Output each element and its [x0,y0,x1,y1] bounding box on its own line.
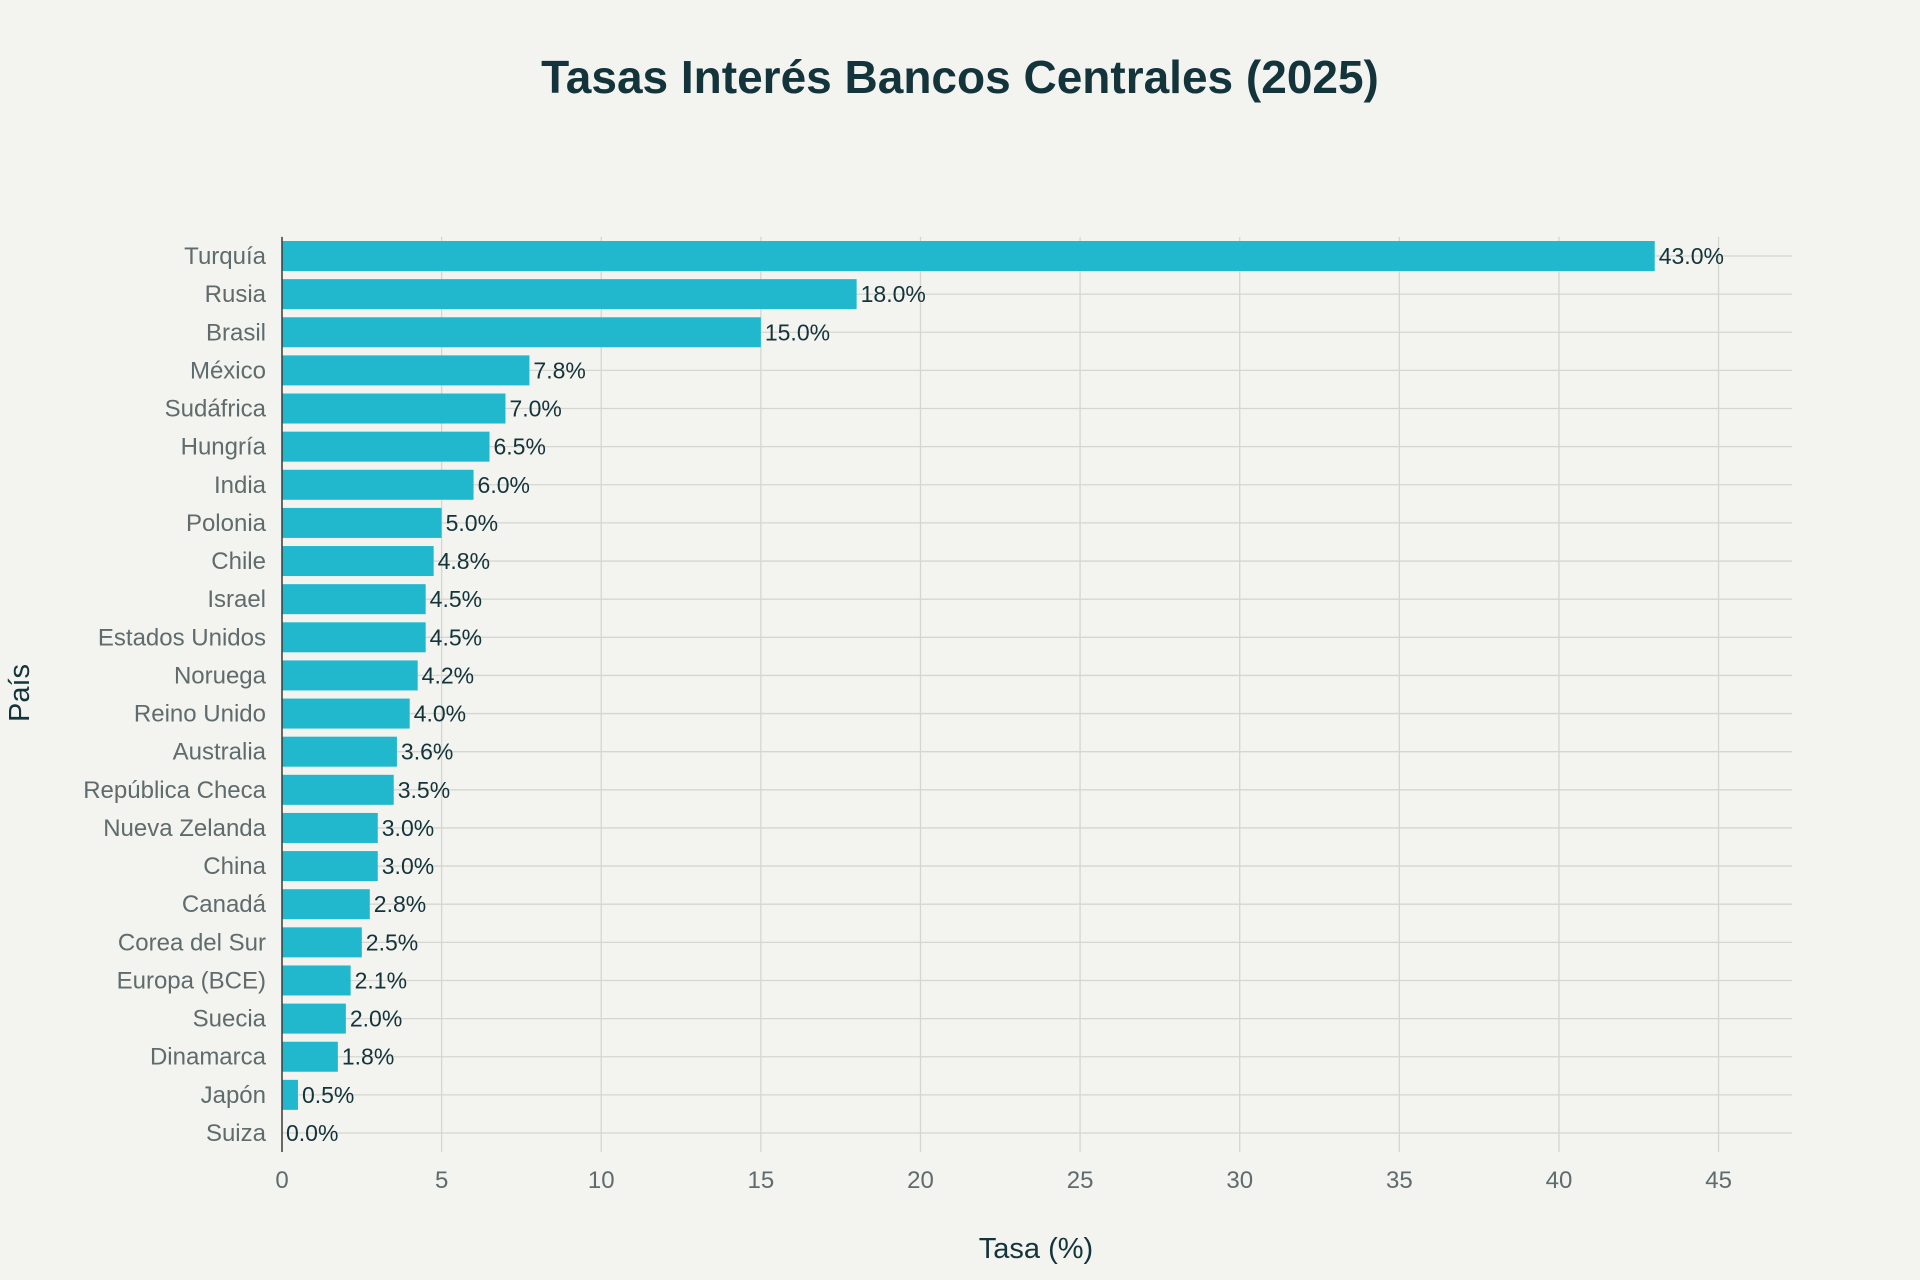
data-label: 2.5% [366,929,418,955]
bar [282,1003,346,1034]
bar [282,736,397,767]
x-tick-label: 30 [1226,1167,1253,1194]
y-tick-label: Corea del Sur [118,929,266,956]
y-tick-label: Sudáfrica [165,396,267,423]
data-label: 4.0% [414,701,466,727]
bar [282,927,362,958]
bar [282,698,410,729]
bar [282,622,426,653]
y-tick-label: Europa (BCE) [117,967,266,994]
bar [282,889,370,920]
y-tick-label: Dinamarca [150,1044,267,1071]
data-label: 3.6% [401,739,453,765]
bar [282,241,1655,271]
data-label: 6.0% [478,472,530,498]
y-axis-tick-labels: Turquía Rusia Brasil México Sudáfrica Hungría… [83,243,266,1147]
x-tick-label: 20 [907,1167,934,1194]
data-label: 7.0% [509,396,561,422]
bar [282,965,351,996]
data-label: 2.8% [374,891,426,917]
bar [282,355,530,386]
data-label: 1.8% [342,1044,394,1070]
bar [282,851,378,882]
x-axis-title: Tasa (%) [979,1233,1093,1265]
y-tick-label: Australia [173,739,267,766]
x-tick-label: 15 [748,1167,775,1194]
data-label: 4.5% [430,624,482,650]
data-labels: 43.0% 18.0% 15.0% 7.8% 7.0% 6.5% 6.0% 5.0% 4.8% 4… [286,243,1724,1146]
data-label: 0.5% [302,1082,354,1108]
y-tick-label: Chile [211,548,266,575]
bar [282,1079,298,1110]
data-label: 7.8% [533,357,585,383]
bar [282,584,426,615]
y-tick-label: Canadá [182,891,267,918]
y-tick-label: India [214,472,267,499]
data-label: 2.0% [350,1006,402,1032]
y-tick-label: Polonia [186,510,267,537]
y-tick-label: Suecia [193,1006,267,1033]
x-tick-label: 0 [275,1167,288,1194]
y-tick-label: Nueva Zelanda [103,815,266,842]
data-label: 43.0% [1659,243,1724,269]
y-tick-label: Brasil [206,319,266,346]
data-label: 4.5% [430,586,482,612]
data-label: 3.0% [382,853,434,879]
bar [282,507,442,538]
y-tick-label: Estados Unidos [98,624,266,651]
bar [282,774,394,805]
data-label: 18.0% [861,281,926,307]
data-label: 4.2% [422,662,474,688]
bar [282,469,474,500]
x-tick-label: 35 [1386,1167,1413,1194]
y-tick-label: China [203,853,266,880]
data-label: 3.5% [398,777,450,803]
data-label: 4.8% [438,548,490,574]
x-tick-label: 25 [1067,1167,1094,1194]
y-tick-label: Suiza [206,1120,267,1147]
chart-title: Tasas Interés Bancos Centrales (2025) [541,51,1379,103]
y-tick-label: República Checa [83,777,266,804]
bars [282,241,1655,1110]
bar [282,279,857,310]
y-tick-label: Hungría [181,434,267,461]
data-label: 3.0% [382,815,434,841]
y-tick-label: Turquía [184,243,266,270]
y-tick-label: Reino Unido [134,701,266,728]
x-tick-label: 5 [435,1167,448,1194]
data-label: 6.5% [494,434,546,460]
bar [282,431,490,462]
bar [282,317,761,348]
x-tick-label: 45 [1705,1167,1732,1194]
y-tick-label: Noruega [174,662,267,689]
x-tick-label: 10 [588,1167,615,1194]
x-axis-tick-labels: 0 5 10 15 20 25 30 35 40 45 [275,1167,1732,1194]
y-tick-label: Rusia [205,281,267,308]
bar [282,393,506,424]
y-tick-label: México [190,357,266,384]
y-tick-label: Japón [201,1082,266,1109]
bar [282,660,418,691]
bar [282,546,434,577]
y-tick-label: Israel [207,586,266,613]
bar [282,812,378,843]
data-label: 15.0% [765,319,830,345]
x-tick-label: 40 [1546,1167,1573,1194]
data-label: 0.0% [286,1120,338,1146]
bar [282,1041,338,1072]
y-axis-title: País [4,664,36,722]
data-label: 5.0% [446,510,498,536]
data-label: 2.1% [355,967,407,993]
